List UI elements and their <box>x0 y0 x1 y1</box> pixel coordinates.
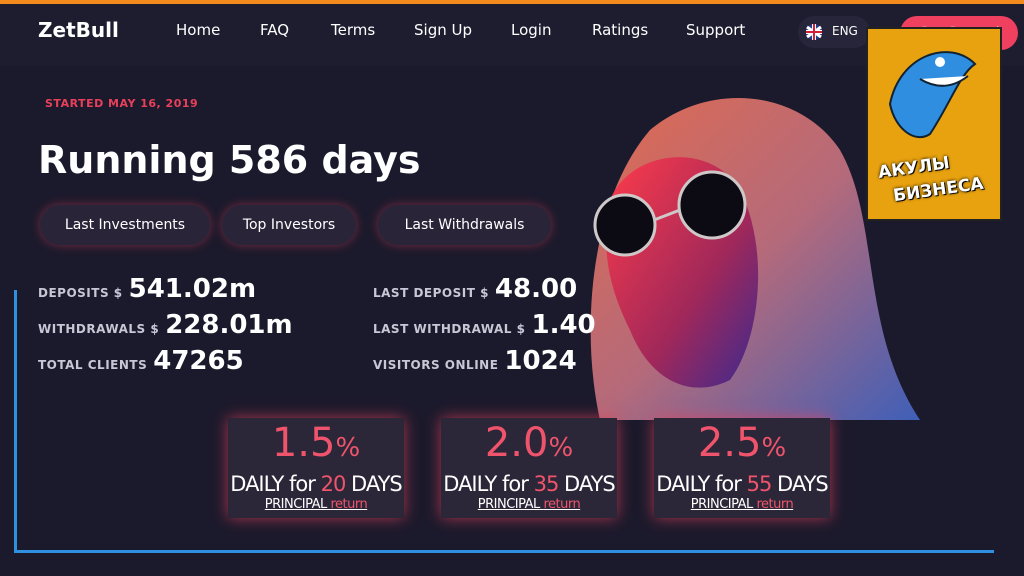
stat: WITHDRAWALS $ 228.01m <box>38 310 293 340</box>
stat: LAST DEPOSIT $ 48.00 <box>373 274 577 304</box>
nav-link[interactable]: Support <box>686 21 746 39</box>
tab[interactable]: Top Investors <box>222 205 356 245</box>
hero-image <box>590 97 920 420</box>
stat-label: VISITORS ONLINE <box>373 358 499 372</box>
nav-link[interactable]: Terms <box>331 21 376 39</box>
stat-label: DEPOSITS $ <box>38 286 123 300</box>
plan-rate: 1.5% <box>228 420 404 471</box>
stat-value: 228.01m <box>165 310 293 340</box>
days-label: DAYS <box>564 472 616 496</box>
plan-daily: DAILY for 35 DAYS <box>441 471 617 497</box>
tab[interactable]: Last Investments <box>40 205 210 245</box>
plan-card: 2.0% DAILY for 35 DAYS PRINCIPAL return <box>441 418 617 518</box>
plan-card: 2.5% DAILY for 55 DAYS PRINCIPAL return <box>654 418 830 518</box>
started-date: STARTED MAY 16, 2019 <box>45 97 199 110</box>
principal: PRINCIPAL <box>264 497 328 512</box>
nav-link[interactable]: Sign Up <box>414 21 472 39</box>
days: 35 <box>533 472 560 496</box>
daily-text: DAILY for <box>656 472 742 496</box>
stat: LAST WITHDRAWAL $ 1.40 <box>373 310 596 340</box>
stat-value: 541.02m <box>128 274 257 304</box>
shark-icon <box>888 51 977 139</box>
rate-unit: % <box>761 433 787 463</box>
stat-label: LAST DEPOSIT $ <box>373 286 489 300</box>
stat: DEPOSITS $ 541.02m <box>38 274 256 304</box>
rate-value: 1.5 <box>271 420 336 466</box>
daily-text: DAILY for <box>230 472 316 496</box>
tab[interactable]: Last Withdrawals <box>378 205 551 245</box>
stat-value: 48.00 <box>494 274 578 304</box>
plan-principal: PRINCIPAL return <box>441 497 617 512</box>
frame <box>0 0 6 576</box>
stat-label: LAST WITHDRAWAL $ <box>373 322 526 336</box>
nav-link[interactable]: FAQ <box>260 21 290 39</box>
days-label: DAYS <box>777 472 829 496</box>
days: 20 <box>320 472 347 496</box>
return: return <box>756 497 794 512</box>
nav-link[interactable]: Home <box>176 21 221 39</box>
rate-unit: % <box>335 433 361 463</box>
days-label: DAYS <box>351 472 403 496</box>
rate-value: 2.5 <box>697 420 762 466</box>
nav-link[interactable]: Ratings <box>592 21 649 39</box>
days: 55 <box>746 472 773 496</box>
stat-value: 1024 <box>504 346 577 376</box>
stat: VISITORS ONLINE 1024 <box>373 346 577 376</box>
principal: PRINCIPAL <box>690 497 754 512</box>
frame-line <box>14 290 17 550</box>
rate-value: 2.0 <box>484 420 549 466</box>
stat-value: 1.40 <box>531 310 596 340</box>
plan-daily: DAILY for 55 DAYS <box>654 471 830 497</box>
plan-daily: DAILY for 20 DAYS <box>228 471 404 497</box>
stat-label: WITHDRAWALS $ <box>38 322 160 336</box>
plan-principal: PRINCIPAL return <box>228 497 404 512</box>
rate-unit: % <box>548 433 574 463</box>
frame-line <box>14 550 994 553</box>
logo[interactable]: ZetBull <box>38 18 119 42</box>
return: return <box>543 497 581 512</box>
plan-card: 1.5% DAILY for 20 DAYS PRINCIPAL return <box>228 418 404 518</box>
return: return <box>330 497 368 512</box>
principal: PRINCIPAL <box>477 497 541 512</box>
nav-link[interactable]: Login <box>511 21 552 39</box>
flag-icon <box>806 24 822 40</box>
plan-rate: 2.0% <box>441 420 617 471</box>
stat: TOTAL CLIENTS 47265 <box>38 346 244 376</box>
plan-principal: PRINCIPAL return <box>654 497 830 512</box>
plan-rate: 2.5% <box>654 420 830 471</box>
stat-value: 47265 <box>153 346 244 376</box>
language[interactable]: ENG <box>832 24 858 38</box>
daily-text: DAILY for <box>443 472 529 496</box>
hero-title: Running 586 days <box>38 138 421 182</box>
stat-label: TOTAL CLIENTS <box>38 358 148 372</box>
